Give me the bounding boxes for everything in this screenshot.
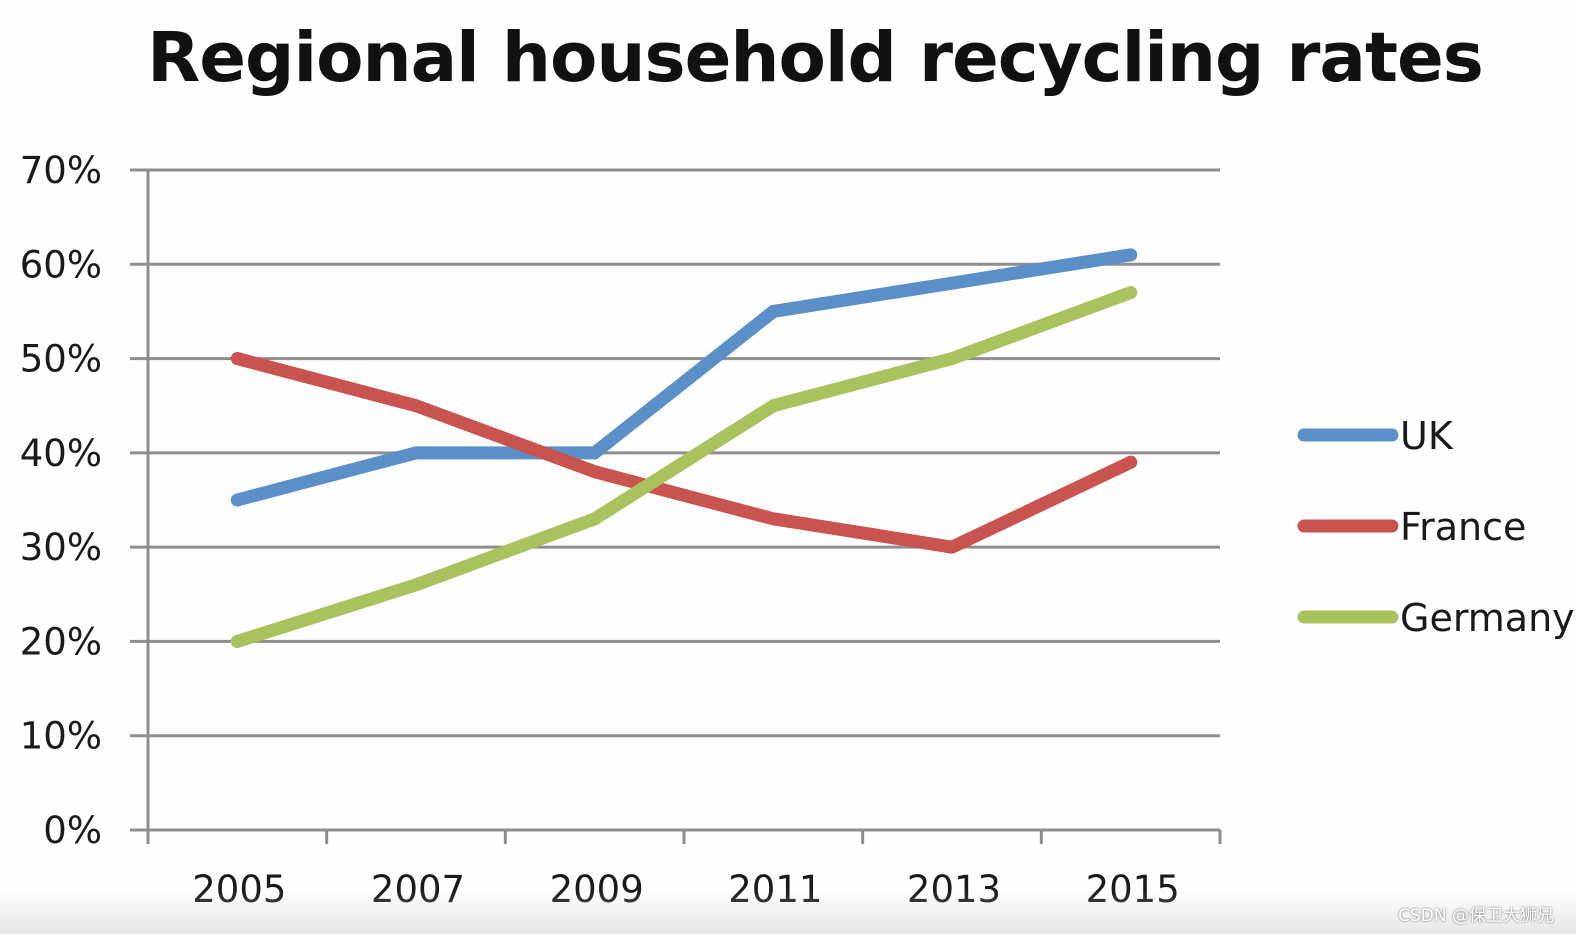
- legend: UK France Germany: [1297, 414, 1575, 640]
- data-point-germany: [766, 399, 780, 413]
- series-line-uk: [230, 248, 1138, 507]
- y-tick-label: 40%: [20, 432, 102, 475]
- data-point-germany: [1124, 286, 1138, 300]
- data-point-uk: [230, 493, 244, 507]
- legend-label: UK: [1400, 414, 1454, 458]
- y-tick-label: 60%: [20, 243, 102, 286]
- data-point-france: [409, 399, 423, 413]
- y-tick-label: 70%: [20, 149, 102, 192]
- data-point-france: [588, 465, 602, 479]
- data-point-uk: [409, 446, 423, 460]
- axes: [130, 170, 1222, 844]
- legend-label: France: [1400, 505, 1526, 549]
- y-tick-label: 50%: [20, 338, 102, 381]
- data-point-uk: [766, 304, 780, 318]
- data-point-uk: [1124, 248, 1138, 262]
- data-point-germany: [409, 578, 423, 592]
- series-lines: [230, 248, 1138, 648]
- y-tick-label: 20%: [20, 620, 102, 663]
- data-point-uk: [588, 446, 602, 460]
- series-line-germany: [230, 286, 1138, 648]
- data-point-france: [766, 512, 780, 526]
- data-point-uk: [945, 276, 959, 290]
- data-point-france: [945, 540, 959, 554]
- y-tick-label: 30%: [20, 526, 102, 569]
- gridlines: [130, 168, 1220, 738]
- data-point-france: [230, 352, 244, 366]
- data-point-germany: [945, 352, 959, 366]
- y-tick-label: 10%: [20, 715, 102, 758]
- bottom-shade: [0, 890, 1576, 934]
- chart-title: Regional household recycling rates: [147, 18, 1484, 98]
- data-point-germany: [230, 634, 244, 648]
- y-tick-label: 0%: [43, 809, 102, 852]
- data-point-germany: [588, 512, 602, 526]
- watermark: CSDN @保卫大狮兄: [1398, 906, 1554, 926]
- series-line-france: [230, 352, 1138, 554]
- data-point-france: [1124, 455, 1138, 469]
- legend-label: Germany: [1400, 596, 1575, 640]
